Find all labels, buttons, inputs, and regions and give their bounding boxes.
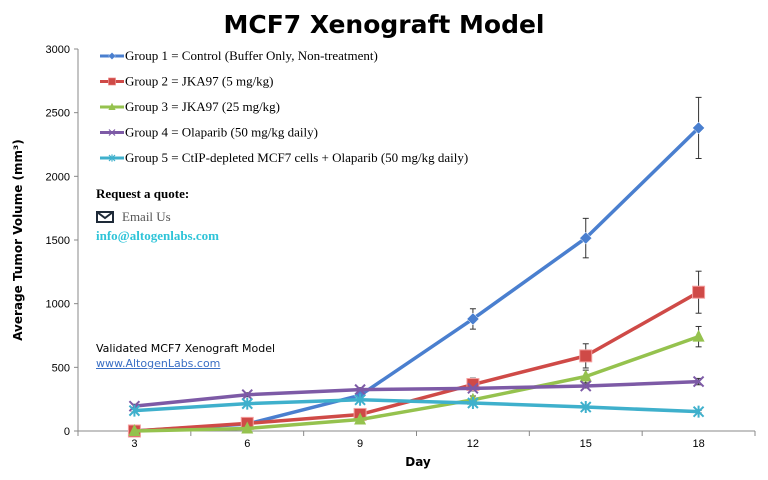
legend-label: Group 2 = JKA97 (5 mg/kg) xyxy=(125,74,274,89)
y-tick-label: 0 xyxy=(64,426,70,438)
legend-entry-3: Group 3 = JKA97 (25 mg/kg) xyxy=(100,99,280,114)
legend-label: Group 3 = JKA97 (25 mg/kg) xyxy=(125,99,280,114)
legend-label: Group 1 = Control (Buffer Only, Non-trea… xyxy=(125,48,378,63)
email-us-label: Email Us xyxy=(122,209,171,224)
data-point xyxy=(354,393,366,406)
legend-entry-1: Group 1 = Control (Buffer Only, Non-trea… xyxy=(100,48,378,63)
legend-marker xyxy=(108,102,116,110)
data-point xyxy=(467,396,479,409)
legend-marker xyxy=(108,154,116,162)
y-tick-label: 1000 xyxy=(46,299,70,311)
legend-marker xyxy=(108,77,116,86)
chart-title: MCF7 Xenograft Model xyxy=(223,10,544,39)
series-line xyxy=(134,398,699,414)
series-group-1 xyxy=(244,96,702,426)
request-quote-heading: Request a quote: xyxy=(96,186,190,201)
series-group-4 xyxy=(131,377,702,409)
data-point xyxy=(466,312,480,326)
data-point xyxy=(354,412,367,425)
data-point xyxy=(579,231,593,245)
series-line xyxy=(134,379,699,408)
website-link[interactable]: www.AltogenLabs.com xyxy=(96,357,221,370)
x-tick-label: 6 xyxy=(244,438,250,450)
data-point xyxy=(467,382,479,395)
envelope-icon xyxy=(96,211,114,223)
series-line xyxy=(134,334,700,433)
data-point xyxy=(128,424,141,436)
data-point xyxy=(580,380,592,392)
data-point xyxy=(579,369,592,382)
legend-entry-4: Group 4 = Olaparib (50 mg/kg daily) xyxy=(100,125,318,140)
legend-marker xyxy=(108,52,116,60)
legend-label: Group 5 = CtIP-depleted MCF7 cells + Ola… xyxy=(125,150,468,165)
data-point xyxy=(692,329,705,342)
y-tick-label: 3000 xyxy=(46,44,70,56)
data-point xyxy=(692,285,706,299)
x-tick-label: 15 xyxy=(580,438,592,450)
data-point xyxy=(692,121,705,135)
x-tick-label: 12 xyxy=(467,438,479,450)
legend-label: Group 4 = Olaparib (50 mg/kg daily) xyxy=(125,125,318,140)
x-axis-label: Day xyxy=(405,455,431,469)
validated-model-text: Validated MCF7 Xenograft Model xyxy=(96,342,276,355)
email-us-link[interactable]: Email Us xyxy=(96,209,171,225)
y-tick-label: 2000 xyxy=(46,171,70,183)
legend-marker xyxy=(108,129,116,136)
y-tick-label: 1500 xyxy=(46,235,70,247)
legend-entry-2: Group 2 = JKA97 (5 mg/kg) xyxy=(100,74,274,89)
data-point xyxy=(128,404,141,417)
data-point xyxy=(580,401,592,414)
x-tick-label: 9 xyxy=(357,438,363,450)
y-tick-label: 2500 xyxy=(46,108,70,120)
data-point xyxy=(354,383,366,396)
data-point xyxy=(579,349,593,363)
data-point xyxy=(241,421,254,434)
series-line xyxy=(134,290,700,433)
y-axis-label: Average Tumor Volume (mm³) xyxy=(11,139,25,341)
data-point xyxy=(692,375,705,388)
data-point xyxy=(241,397,253,410)
email-address-link[interactable]: info@altogenlabs.com xyxy=(96,228,219,243)
legend-entry-5: Group 5 = CtIP-depleted MCF7 cells + Ola… xyxy=(100,150,468,165)
x-tick-label: 3 xyxy=(131,438,137,450)
data-point xyxy=(241,389,253,401)
data-point xyxy=(692,405,705,418)
series-5 xyxy=(128,393,705,418)
y-tick-label: 500 xyxy=(52,362,70,374)
x-tick-label: 18 xyxy=(692,438,704,450)
